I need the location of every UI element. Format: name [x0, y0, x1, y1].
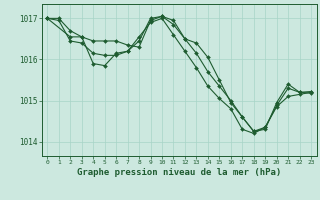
X-axis label: Graphe pression niveau de la mer (hPa): Graphe pression niveau de la mer (hPa)	[77, 168, 281, 177]
